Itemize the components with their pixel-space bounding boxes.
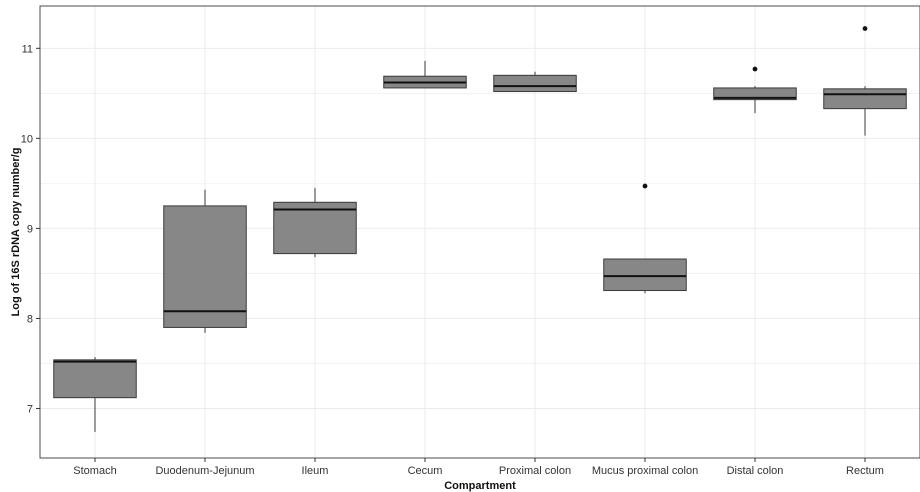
y-tick-label: 8 — [27, 313, 33, 325]
x-tick-label: Stomach — [73, 465, 116, 477]
box-proximal-colon — [493, 71, 577, 93]
box-iqr — [53, 359, 137, 399]
y-tick-label: 10 — [21, 133, 33, 145]
box-duodenum-jejunum — [163, 189, 247, 333]
box-distal-colon — [713, 66, 797, 114]
box-stomach — [53, 357, 137, 432]
x-tick-label: Rectum — [846, 465, 884, 477]
y-tick-label: 11 — [22, 43, 33, 55]
outlier-point — [752, 66, 758, 72]
outlier-point — [862, 26, 868, 31]
x-axis-ticks: Stomach Duodenum-Jejunum Ileum Cecum Proxima… — [73, 458, 884, 477]
box-rectum — [823, 26, 907, 136]
panel-border — [39, 5, 920, 459]
y-tick-label: 9 — [27, 223, 33, 235]
box-iqr — [713, 87, 797, 101]
box-iqr — [273, 201, 357, 255]
x-tick-label: Ileum — [302, 465, 329, 477]
box-iqr — [823, 88, 907, 110]
x-tick-label: Mucus proximal colon — [592, 465, 698, 477]
x-tick-label: Proximal colon — [499, 465, 571, 477]
x-tick-label: Cecum — [408, 465, 443, 477]
y-tick-label: 7 — [27, 403, 33, 415]
x-tick-label: Duodenum-Jejunum — [155, 465, 254, 477]
y-axis-title: Log of 16S rDNA copy number/g — [10, 148, 22, 317]
boxes-layer — [53, 26, 907, 432]
box-mucus-proximal-colon — [603, 183, 687, 294]
box-iqr — [163, 205, 247, 328]
y-axis-ticks: 7 8 9 10 11 — [21, 43, 40, 415]
box-iqr — [493, 74, 577, 93]
x-axis-title: Compartment — [444, 480, 516, 492]
outlier-point — [642, 183, 648, 189]
box-iqr — [603, 258, 687, 292]
x-tick-label: Distal colon — [727, 465, 784, 477]
box-cecum — [383, 60, 467, 89]
box-ileum — [273, 187, 357, 258]
